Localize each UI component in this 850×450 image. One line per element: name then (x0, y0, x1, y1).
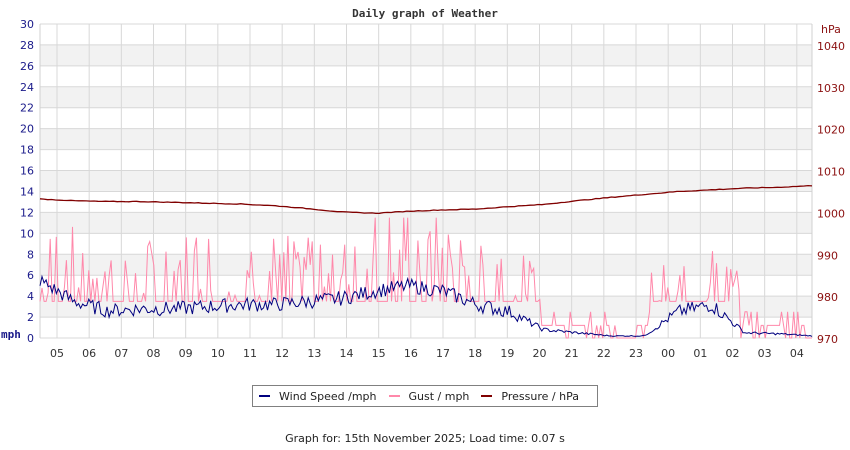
wind-speed-swatch-icon (259, 395, 270, 397)
gust-line (39, 217, 812, 339)
right-y-axis-ticks: 970 980 990 1000 1010 1020 1030 1040 (817, 40, 845, 346)
left-y-tick-label: 16 (20, 165, 34, 178)
x-tick-label: 17 (436, 347, 450, 360)
right-axis-unit: hPa (821, 23, 841, 36)
legend-item-gust: Gust / mph (388, 389, 470, 403)
x-tick-label: 14 (340, 347, 354, 360)
x-axis-ticks: 05 06 07 08 09 10 11 12 13 14 15 16 17 18 19 20 21 22 23 00… (50, 347, 804, 360)
horizontal-gridlines (40, 23, 812, 339)
right-y-tick-label: 1010 (817, 166, 845, 179)
left-y-tick-label: 8 (27, 248, 34, 261)
x-tick-label: 05 (50, 347, 64, 360)
x-tick-label: 03 (758, 347, 772, 360)
x-tick-label: 04 (790, 347, 804, 360)
wind-speed-line (39, 274, 813, 337)
x-tick-label: 16 (404, 347, 418, 360)
x-tick-label: 18 (468, 347, 482, 360)
left-y-tick-label: 20 (20, 123, 34, 136)
x-tick-label: 07 (114, 347, 128, 360)
legend-label: Pressure / hPa (501, 389, 579, 403)
x-tick-label: 13 (307, 347, 321, 360)
left-axis-unit: mph (1, 328, 21, 341)
grid-bands (40, 24, 812, 338)
pressure-line (39, 184, 813, 215)
right-y-tick-label: 1040 (817, 40, 845, 53)
x-tick-label: 08 (147, 347, 161, 360)
legend-item-wind-speed: Wind Speed /mph (259, 390, 377, 403)
x-tick-label: 21 (565, 347, 579, 360)
left-y-tick-label: 0 (27, 332, 34, 345)
right-y-tick-label: 1000 (817, 207, 845, 220)
weather-chart: Daily graph of Weather 02468101214161820… (1, 7, 845, 360)
x-tick-label: 12 (275, 347, 289, 360)
x-tick-label: 02 (726, 347, 740, 360)
right-y-tick-label: 990 (817, 249, 838, 262)
x-tick-label: 19 (500, 347, 514, 360)
left-y-tick-label: 18 (20, 144, 34, 157)
right-y-tick-label: 970 (817, 333, 838, 346)
right-y-tick-label: 980 (817, 291, 838, 304)
x-tick-label: 22 (597, 347, 611, 360)
left-y-tick-label: 14 (20, 185, 34, 198)
left-y-tick-label: 2 (27, 311, 34, 324)
left-y-tick-label: 10 (20, 227, 34, 240)
left-y-tick-label: 26 (20, 60, 34, 73)
x-tick-label: 09 (179, 347, 193, 360)
left-y-tick-label: 12 (20, 206, 34, 219)
right-y-tick-label: 1020 (817, 124, 845, 137)
chart-legend: Wind Speed /mph Gust / mph Pressure / hP… (252, 385, 598, 407)
x-tick-label: 10 (211, 347, 225, 360)
x-tick-label: 15 (372, 347, 386, 360)
x-tick-label: 00 (661, 347, 675, 360)
left-y-tick-label: 28 (20, 39, 34, 52)
legend-label: Wind Speed /mph (279, 389, 377, 403)
x-tick-label: 06 (82, 347, 96, 360)
data-series (39, 184, 813, 339)
chart-title: Daily graph of Weather (352, 7, 498, 20)
legend-item-pressure: Pressure / hPa (481, 390, 579, 403)
legend-label: Gust / mph (408, 389, 470, 403)
x-tick-label: 23 (629, 347, 643, 360)
left-y-tick-label: 24 (20, 81, 34, 94)
left-y-tick-label: 22 (20, 102, 34, 115)
x-tick-label: 01 (693, 347, 707, 360)
left-y-tick-label: 4 (27, 290, 34, 303)
x-tick-label: 11 (243, 347, 257, 360)
right-y-tick-label: 1030 (817, 82, 845, 95)
footer-status: Graph for: 15th November 2025; Load time… (285, 432, 565, 445)
left-y-tick-label: 6 (27, 269, 34, 282)
pressure-swatch-icon (481, 395, 493, 397)
left-y-tick-label: 30 (20, 18, 34, 31)
x-tick-label: 20 (533, 347, 547, 360)
gust-swatch-icon (388, 395, 400, 397)
